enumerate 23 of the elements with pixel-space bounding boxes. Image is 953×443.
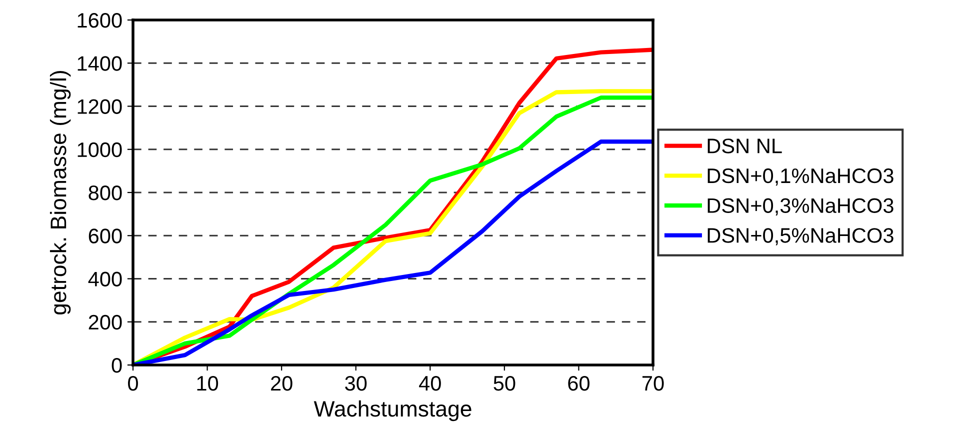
legend-label: DSN NL xyxy=(708,138,782,154)
x-axis-title: Wachstumstage xyxy=(314,400,472,422)
legend-label: DSN+0,3%NaHCO3 xyxy=(708,198,894,216)
legend-label: DSN+0,5%NaHCO3 xyxy=(708,228,894,246)
x-tick-label: 60 xyxy=(568,376,590,391)
y-tick-label: 400 xyxy=(88,272,122,287)
x-tick-label: 40 xyxy=(419,376,441,391)
x-tick-label: 50 xyxy=(494,376,516,391)
legend-label: DSN+0,1%NaHCO3 xyxy=(708,168,894,186)
x-tick-label: 0 xyxy=(128,376,138,391)
x-tick-label: 20 xyxy=(271,376,292,391)
y-axis-title: getrock. Biomasse (mg/l) xyxy=(50,71,71,314)
y-tick-label: 800 xyxy=(88,186,122,200)
y-tick-label: 200 xyxy=(88,314,122,330)
x-tick-label: 70 xyxy=(642,376,664,391)
y-tick-label: 1600 xyxy=(78,13,122,28)
y-tick-label: 1400 xyxy=(78,56,122,71)
y-tick-label: 1200 xyxy=(78,99,122,114)
x-tick-label: 10 xyxy=(197,376,218,391)
x-tick-label: 30 xyxy=(345,376,367,391)
y-tick-label: 1000 xyxy=(78,142,122,158)
y-tick-label: 0 xyxy=(112,358,122,373)
y-tick-label: 600 xyxy=(88,228,122,244)
